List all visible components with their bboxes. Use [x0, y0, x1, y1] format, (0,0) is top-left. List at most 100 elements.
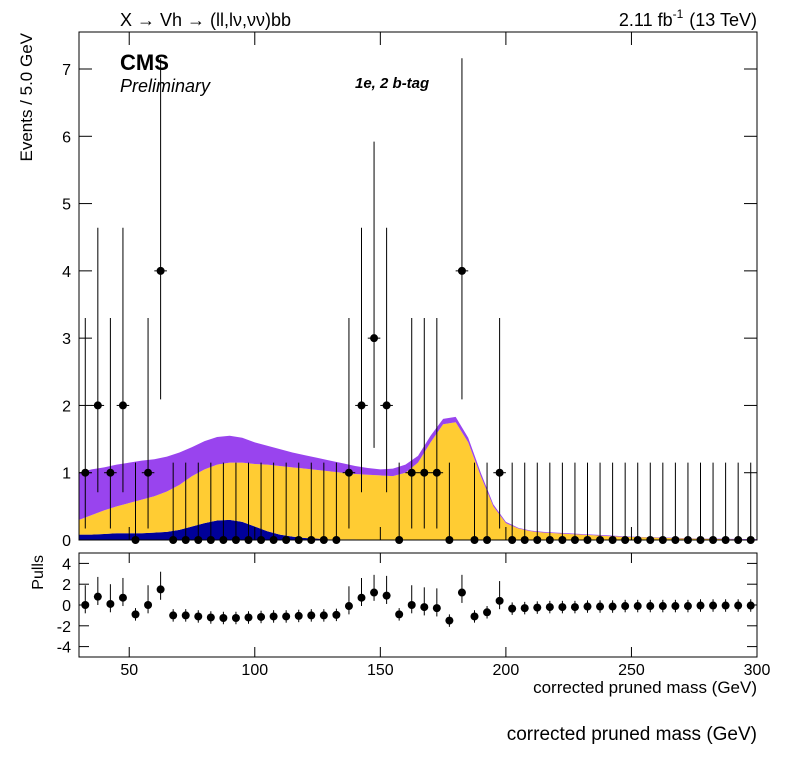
- data-point: [294, 611, 303, 620]
- data-point: [596, 602, 605, 611]
- data-point: [432, 468, 441, 477]
- data-point: [721, 601, 730, 610]
- x-tick-label: 150: [367, 662, 394, 679]
- data-point: [144, 601, 153, 609]
- y-tick-label: 4: [62, 264, 71, 281]
- data-point: [382, 591, 391, 600]
- data-point: [407, 601, 416, 609]
- status: Preliminary: [120, 76, 211, 96]
- data-point: [332, 610, 341, 619]
- data-point: [357, 401, 366, 410]
- data-point: [93, 401, 102, 410]
- data-point: [709, 601, 718, 610]
- data-point: [558, 603, 567, 612]
- y-tick-label: 1: [62, 466, 71, 483]
- footer-label: corrected pruned mass (GeV): [507, 724, 757, 745]
- data-point: [432, 604, 441, 613]
- data-point: [370, 588, 379, 597]
- y-tick-label: -4: [57, 640, 71, 657]
- data-point: [420, 603, 429, 612]
- x-tick-label: 300: [744, 662, 771, 679]
- data-point: [231, 614, 240, 622]
- data-point: [633, 602, 642, 611]
- data-point: [495, 468, 504, 477]
- data-point: [483, 608, 492, 617]
- y-tick-label: 7: [62, 62, 71, 79]
- y-tick-label: 4: [62, 556, 71, 573]
- y-tick-label: 6: [62, 129, 71, 146]
- data-point: [671, 602, 680, 611]
- lumi-value: 2.11 fb: [619, 10, 673, 30]
- data-point: [206, 613, 215, 622]
- data-point: [470, 612, 479, 621]
- data-point: [357, 593, 366, 602]
- x-tick-label: 100: [241, 662, 268, 679]
- data-point: [495, 596, 504, 605]
- title: X → Vh → (ll,lν,νν)bb: [120, 10, 291, 30]
- data-point: [407, 468, 416, 477]
- data-point: [621, 602, 630, 611]
- energy: (13 TeV): [689, 10, 757, 30]
- data-point: [734, 601, 743, 610]
- x-tick-label: 50: [120, 662, 138, 679]
- data-point: [395, 610, 404, 619]
- data-point: [181, 611, 190, 620]
- data-point: [307, 611, 316, 620]
- background-area: [79, 416, 757, 540]
- data-point: [156, 585, 165, 594]
- lumi: 2.11 fb-1 (13 TeV): [619, 7, 757, 30]
- data-point: [520, 604, 529, 613]
- experiment: CMS: [120, 50, 169, 75]
- y-tick-label: 5: [62, 197, 71, 214]
- data-point: [457, 266, 466, 275]
- data-point: [344, 602, 353, 611]
- data-point: [194, 612, 203, 621]
- x-tick-label: 200: [493, 662, 520, 679]
- data-point: [696, 601, 705, 610]
- pulls-axis-label: Pulls: [30, 555, 47, 590]
- data-point: [382, 401, 391, 410]
- data-point: [646, 602, 655, 611]
- data-point: [570, 603, 579, 612]
- data-point: [169, 611, 178, 620]
- data-point: [131, 610, 140, 619]
- data-point: [545, 603, 554, 612]
- data-point: [370, 334, 379, 343]
- plot-frame: [78, 31, 758, 541]
- y-axis-label: Events / 5.0 GeV: [17, 32, 36, 161]
- y-tick-label: 0: [62, 598, 71, 615]
- data-point: [269, 612, 278, 621]
- data-point: [282, 612, 291, 621]
- x-axis-label: corrected pruned mass (GeV): [533, 678, 757, 697]
- data-point: [583, 602, 592, 611]
- data-point: [457, 588, 466, 597]
- data-point: [144, 468, 153, 477]
- y-tick-label: 2: [62, 577, 71, 594]
- data-point: [118, 593, 127, 602]
- data-point: [683, 602, 692, 611]
- y-tick-label: 3: [62, 331, 71, 348]
- data-point: [319, 611, 328, 620]
- data-point: [746, 601, 755, 610]
- footer-cover: [400, 700, 796, 724]
- category-label: 1e, 2 b-tag: [355, 75, 429, 92]
- data-point: [244, 613, 253, 622]
- data-point: [533, 603, 542, 612]
- plot-frame: [78, 552, 758, 658]
- data-point: [106, 468, 115, 477]
- y-tick-label: 2: [62, 398, 71, 415]
- y-tick-label: 0: [62, 533, 71, 550]
- data-point: [106, 599, 115, 608]
- data-point: [219, 614, 228, 622]
- data-point: [93, 592, 102, 601]
- data-point: [420, 468, 429, 477]
- y-tick-label: -2: [57, 619, 71, 636]
- data-point: [608, 602, 617, 611]
- data-point: [156, 266, 165, 275]
- data-point: [658, 602, 667, 611]
- data-point: [508, 604, 517, 613]
- data-point: [344, 468, 353, 477]
- data-point: [118, 401, 127, 410]
- lumi-exponent: -1: [673, 7, 684, 21]
